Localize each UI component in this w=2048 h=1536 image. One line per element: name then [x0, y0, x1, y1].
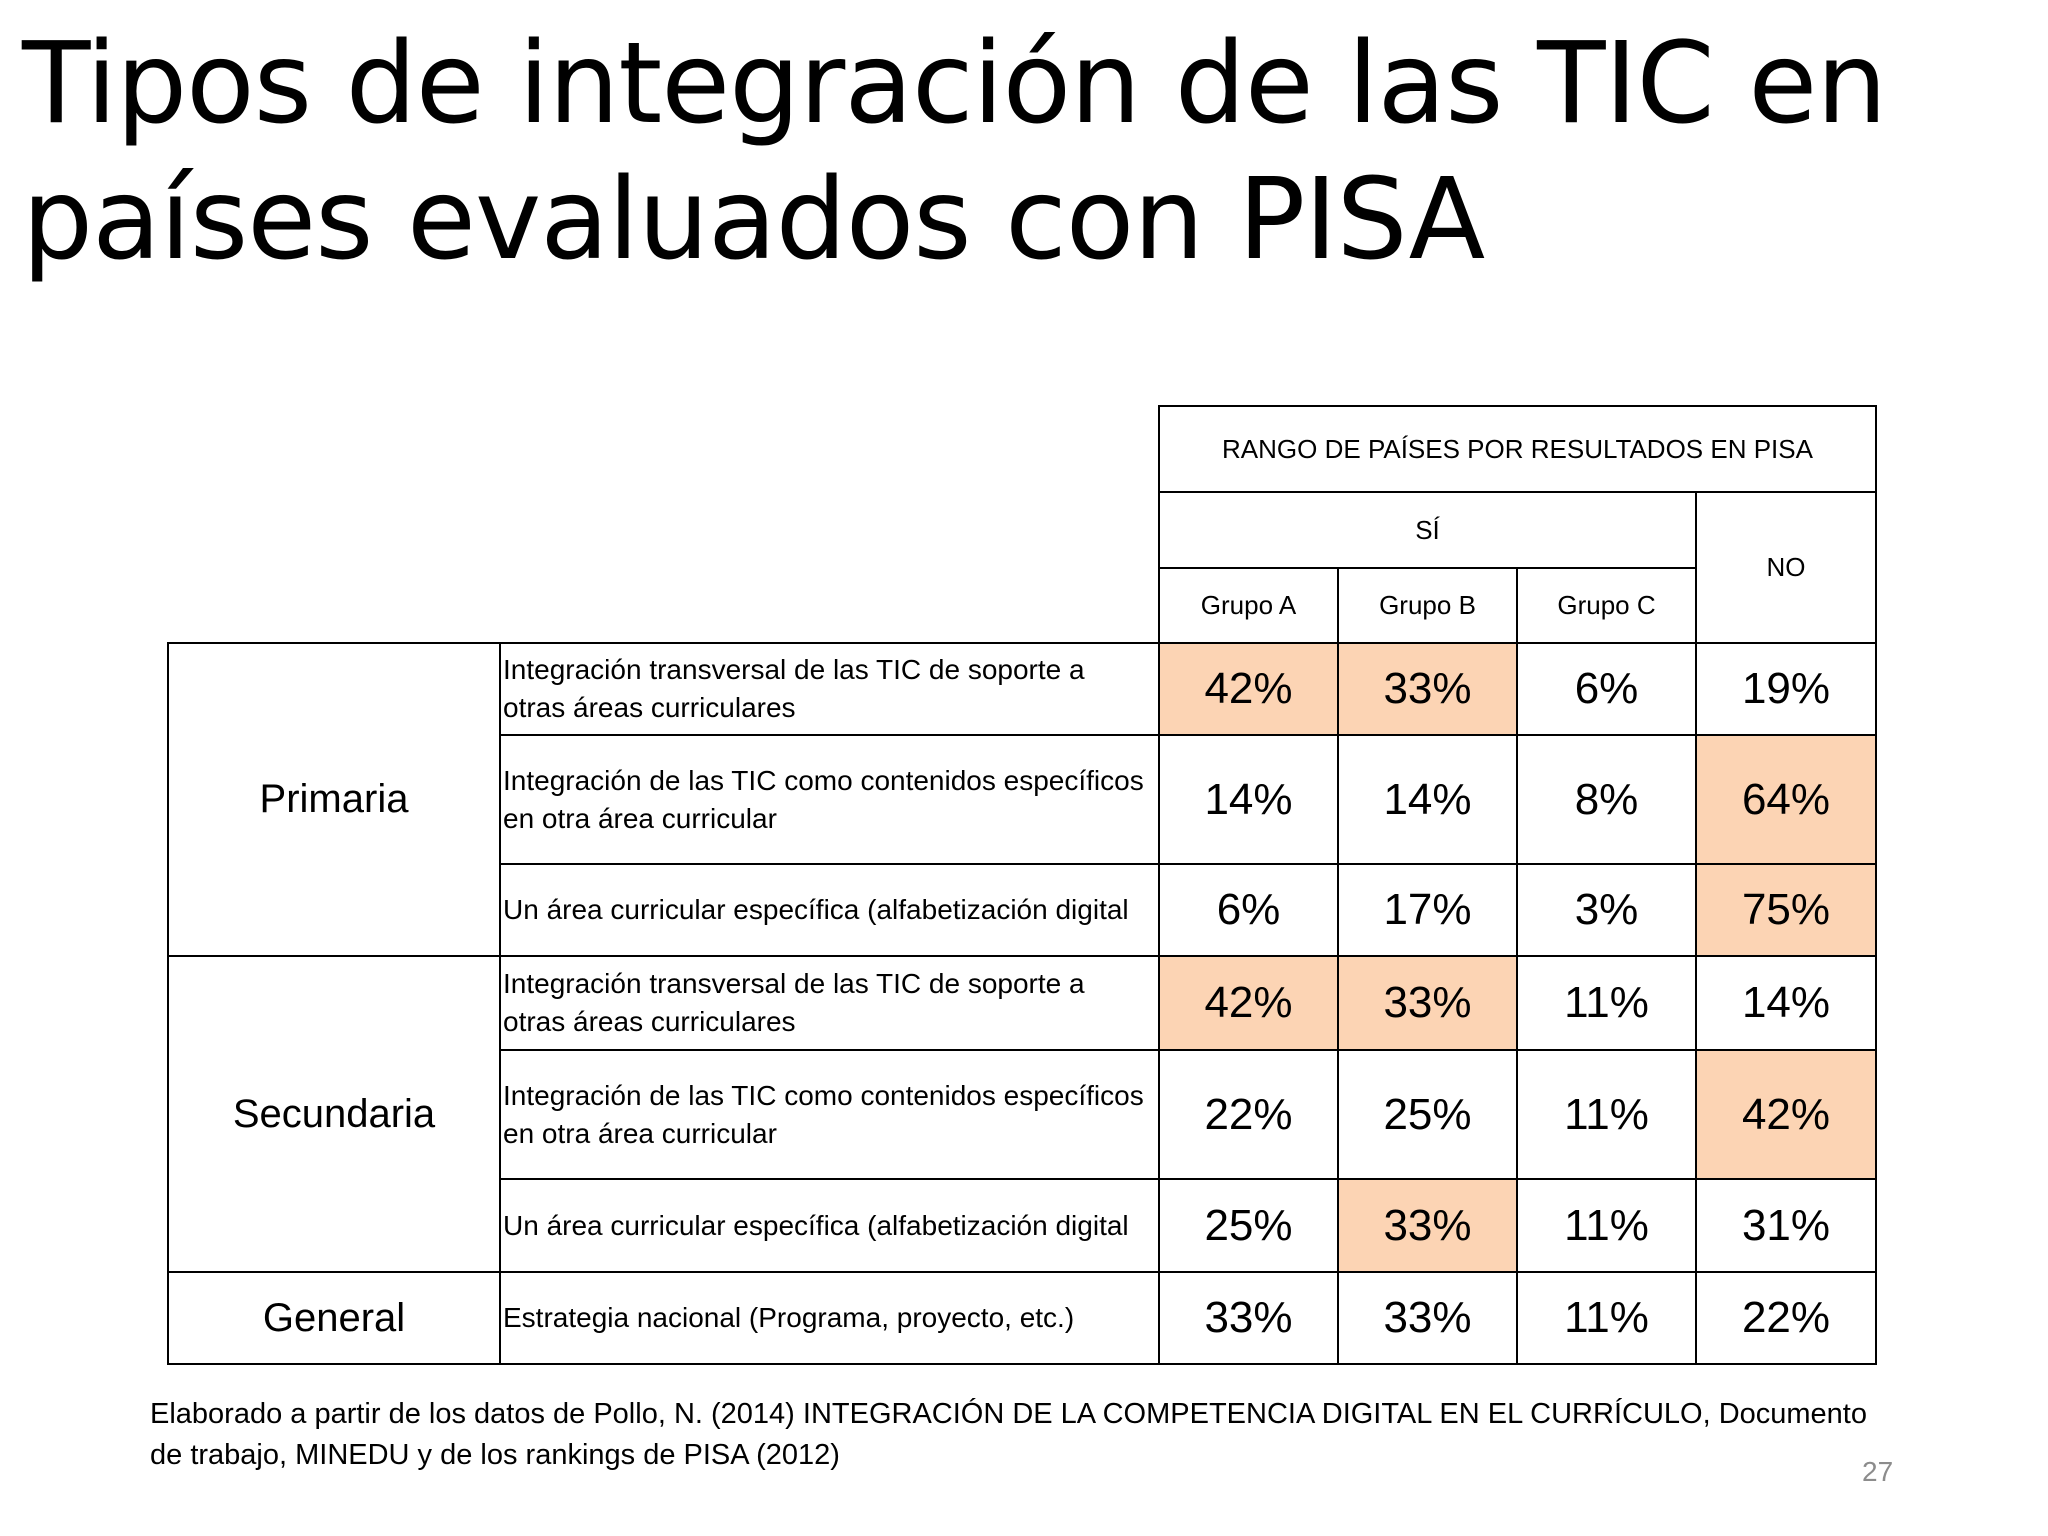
value-grupo-c: 11% [1516, 1049, 1697, 1180]
header-no: NO [1695, 491, 1877, 644]
row-description-line-2: en otra área curricular [503, 802, 777, 834]
value-grupo-c: 6% [1516, 642, 1697, 736]
value-grupo-a: 33% [1158, 1271, 1339, 1365]
value-grupo-b: 33% [1337, 955, 1518, 1051]
value-grupo-c: 11% [1516, 955, 1697, 1051]
row-description: Integración de las TIC como contenidos e… [499, 1049, 1160, 1180]
value-no: 19% [1695, 642, 1877, 736]
header-row-si-no: SÍ NO [168, 491, 1877, 644]
row-description-line-2: otras áreas curriculares [503, 692, 796, 723]
header-group-a: Grupo A [1158, 567, 1339, 644]
value-grupo-a: 25% [1158, 1178, 1339, 1273]
page-number: 27 [1862, 1456, 1894, 1487]
table-row: Primaria Integración transversal de las … [167, 642, 1877, 957]
level-primaria: Primaria [167, 642, 501, 957]
value-grupo-c: 11% [1516, 1178, 1697, 1273]
row-description: Un área curricular específica (alfabetiz… [499, 1178, 1160, 1273]
value-no: 64% [1695, 734, 1877, 865]
value-grupo-b: 25% [1337, 1049, 1518, 1180]
value-grupo-c: 3% [1516, 863, 1697, 957]
row-description: Estrategia nacional (Programa, proyecto,… [499, 1271, 1160, 1365]
value-grupo-c: 11% [1516, 1271, 1697, 1365]
row-description: Un área curricular específica (alfabetiz… [499, 863, 1160, 957]
row-description-line-1: Integración transversal de las TIC de so… [503, 654, 1085, 685]
value-grupo-a: 6% [1158, 863, 1339, 957]
value-grupo-a: 14% [1158, 734, 1339, 865]
slide-title-line-1: Tipos de integración de las TIC en [22, 19, 1887, 149]
table-row: Secundaria Integración transversal de la… [167, 955, 1877, 1273]
row-description-line-1: Integración de las TIC como contenidos e… [503, 764, 1144, 796]
row-description-line-1: Un área curricular específica (alfabetiz… [503, 894, 1129, 925]
value-grupo-b: 14% [1337, 734, 1518, 865]
row-description: Integración de las TIC como contenidos e… [499, 734, 1160, 865]
header-group-b: Grupo B [1337, 567, 1518, 644]
source-citation-line-2: de trabajo, MINEDU y de los rankings de … [150, 1439, 840, 1471]
row-description: Integración transversal de las TIC de so… [499, 955, 1160, 1051]
value-no: 22% [1695, 1271, 1877, 1365]
value-no: 31% [1695, 1178, 1877, 1273]
value-grupo-b: 33% [1337, 1178, 1518, 1273]
pisa-ict-integration-table: RANGO DE PAÍSES POR RESULTADOS EN PISA S… [167, 405, 1877, 1365]
row-description-line-1: Estrategia nacional (Programa, proyecto,… [503, 1302, 1075, 1333]
value-grupo-c: 8% [1516, 734, 1697, 865]
value-no: 42% [1695, 1049, 1877, 1180]
value-grupo-b: 17% [1337, 863, 1518, 957]
header-row-groups: Grupo A Grupo B Grupo C [168, 567, 1876, 644]
slide-title-line-2: países evaluados con PISA [22, 155, 1485, 285]
row-description-line-1: Un área curricular específica (alfabetiz… [503, 1209, 1129, 1241]
row-description-line-1: Integración transversal de las TIC de so… [503, 968, 1085, 999]
table-row: Un área curricular específica (alfabetiz… [168, 863, 1877, 957]
value-grupo-a: 42% [1158, 955, 1339, 1051]
row-description: Integración transversal de las TIC de so… [499, 642, 1160, 736]
value-grupo-a: 42% [1158, 642, 1339, 736]
level-secundaria: Secundaria [167, 955, 501, 1273]
header-row-range: RANGO DE PAÍSES POR RESULTADOS EN PISA [168, 405, 1877, 493]
header-group-c: Grupo C [1516, 567, 1697, 644]
value-grupo-b: 33% [1337, 1271, 1518, 1365]
source-citation-line-1: Elaborado a partir de los datos de Pollo… [150, 1398, 1867, 1430]
table-row: General Estrategia nacional (Programa, p… [167, 1271, 1877, 1365]
header-si: SÍ [1158, 491, 1697, 569]
value-grupo-a: 22% [1158, 1049, 1339, 1180]
source-citation: Elaborado a partir de los datos de Pollo… [150, 1394, 1930, 1476]
header-range: RANGO DE PAÍSES POR RESULTADOS EN PISA [1158, 405, 1877, 493]
level-general: General [167, 1271, 501, 1365]
table-row: Integración de las TIC como contenidos e… [168, 1049, 1877, 1180]
value-grupo-b: 33% [1337, 642, 1518, 736]
value-no: 14% [1695, 955, 1877, 1051]
table-row: Integración de las TIC como contenidos e… [168, 734, 1877, 865]
row-description-line-1: Integración de las TIC como contenidos e… [503, 1079, 1144, 1111]
value-no: 75% [1695, 863, 1877, 957]
header-blank-cell [168, 406, 1159, 643]
slide-title: Tipos de integración de las TIC en paíse… [22, 16, 1922, 288]
row-description-line-2: en otra área curricular [503, 1117, 777, 1149]
table-row: Un área curricular específica (alfabetiz… [168, 1178, 1877, 1273]
row-description-line-2: otras áreas curriculares [503, 1006, 796, 1037]
